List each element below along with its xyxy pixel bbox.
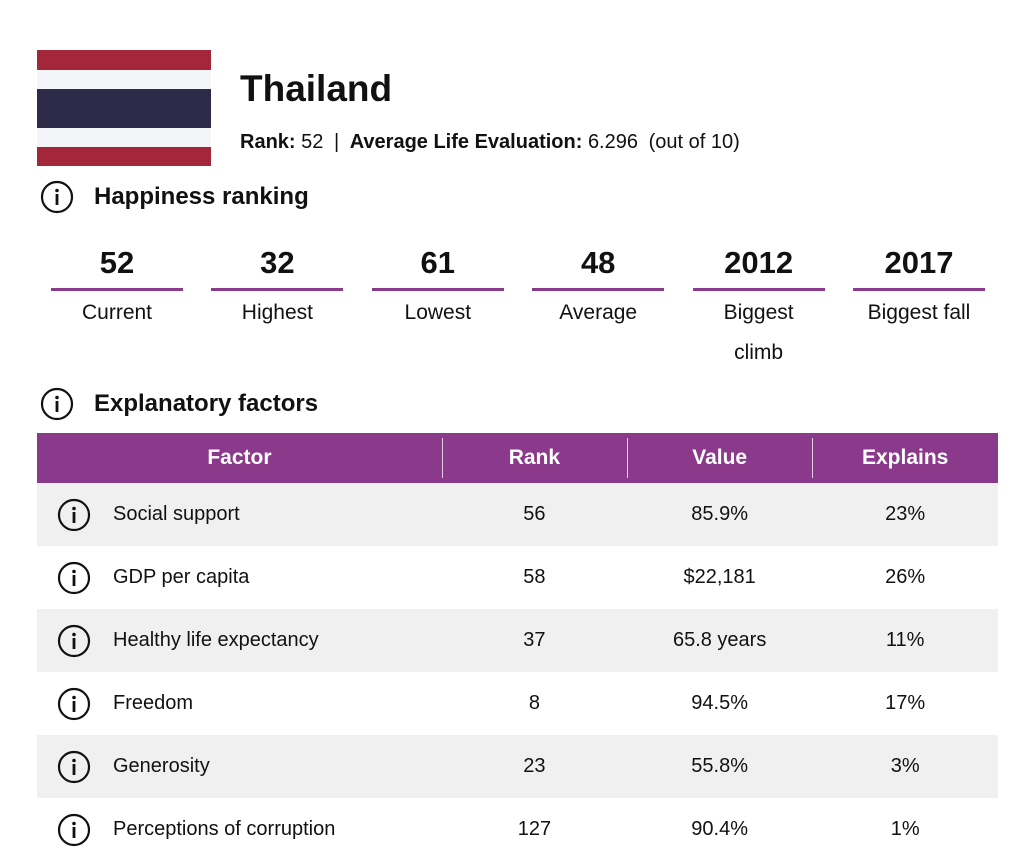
factor-name: Generosity bbox=[113, 755, 210, 777]
factors-table: Factor Rank Value Explains Social support 56… bbox=[37, 433, 998, 861]
info-icon[interactable] bbox=[57, 750, 91, 784]
explains-cell: 1% bbox=[890, 818, 920, 840]
ranking-item: 48 Average bbox=[532, 243, 665, 333]
ranking-item: 2012 Biggest climb bbox=[692, 243, 825, 373]
column-header: Explains bbox=[812, 433, 998, 483]
info-icon[interactable] bbox=[40, 180, 74, 214]
section-heading: Explanatory factors bbox=[40, 387, 318, 421]
rank-cell: 56 bbox=[441, 483, 627, 546]
table-row: Generosity 23 55.8% 3% bbox=[37, 735, 998, 798]
rank-cell: 23 bbox=[441, 735, 627, 798]
factor-cell: Social support bbox=[37, 483, 442, 546]
info-icon[interactable] bbox=[57, 813, 91, 847]
column-header: Factor bbox=[37, 433, 442, 483]
value-cell: 94.5% bbox=[691, 692, 749, 714]
explains-cell: 26% bbox=[885, 566, 926, 588]
table-row: Social support 56 85.9% 23% bbox=[37, 483, 998, 546]
value-cell: 55.8% bbox=[626, 735, 813, 798]
ranking-value: 48 bbox=[532, 243, 665, 291]
ranking-item: 61 Lowest bbox=[371, 243, 504, 333]
factor-cell: Generosity bbox=[37, 735, 442, 798]
rank-cell: 127 bbox=[517, 818, 552, 840]
ranking-value: 2012 bbox=[692, 243, 825, 291]
info-icon[interactable] bbox=[57, 624, 91, 658]
ranking-item: 2017 Biggest fall bbox=[853, 243, 985, 333]
column-header: Rank bbox=[441, 433, 627, 483]
column-header: Value bbox=[626, 433, 813, 483]
ranking-value: 52 bbox=[51, 243, 183, 291]
rank-cell: 37 bbox=[441, 609, 627, 672]
ranking-label: Biggest fall bbox=[867, 301, 971, 324]
evaluation-label: Average Life Evaluation: bbox=[349, 131, 583, 153]
factor-cell: Healthy life expectancy bbox=[37, 609, 442, 672]
factor-wrap: Social support bbox=[57, 498, 441, 532]
rank-label: Rank: bbox=[240, 131, 296, 153]
rank: 52 bbox=[301, 131, 324, 153]
ranking-label: Current bbox=[81, 301, 153, 324]
factor-name: GDP per capita bbox=[113, 566, 250, 588]
info-icon[interactable] bbox=[57, 687, 91, 721]
value-cell: 65.8 years bbox=[626, 609, 813, 672]
ranking-item: 32 Highest bbox=[211, 243, 344, 333]
table-row: Perceptions of corruption 127 90.4% 1% bbox=[37, 798, 998, 861]
heading-text: Explanatory factors bbox=[94, 390, 319, 417]
table-row: Freedom 8 94.5% 17% bbox=[37, 672, 998, 735]
factor-cell: Perceptions of corruption bbox=[37, 798, 442, 861]
table-row: GDP per capita 58 $22,181 26% bbox=[37, 546, 998, 609]
explains-cell: 23% bbox=[812, 483, 998, 546]
ranking-value: 2017 bbox=[853, 243, 985, 291]
factor-wrap: Healthy life expectancy bbox=[57, 624, 441, 658]
value-cell: 90.4% bbox=[691, 818, 749, 840]
rank-line: Rank: 52 | Average Life Evaluation: 6.29… bbox=[240, 131, 745, 154]
ranking-value: 32 bbox=[211, 243, 344, 291]
section-heading: Happiness ranking bbox=[40, 180, 309, 214]
value-cell: 85.9% bbox=[626, 483, 813, 546]
factor-name: Social support bbox=[113, 503, 240, 525]
factor-name: Perceptions of corruption bbox=[113, 818, 336, 840]
info-icon[interactable] bbox=[40, 387, 74, 421]
factor-name: Freedom bbox=[113, 692, 194, 714]
separator: | bbox=[333, 131, 340, 153]
factor-cell: Freedom bbox=[37, 672, 442, 735]
explains-cell: 3% bbox=[812, 735, 998, 798]
ranking-label: Highest bbox=[241, 301, 313, 324]
table-row: Healthy life expectancy 37 65.8 years 11% bbox=[37, 609, 998, 672]
rank-cell: 58 bbox=[523, 566, 546, 588]
ranking-value: 61 bbox=[371, 243, 504, 291]
ranking-label: Biggest climb bbox=[723, 301, 794, 364]
ranking-label: Lowest bbox=[404, 301, 472, 324]
info-icon[interactable] bbox=[57, 498, 91, 532]
ranking-item: 52 Current bbox=[51, 243, 183, 333]
country-title: Thailand bbox=[240, 68, 393, 109]
factor-wrap: Freedom bbox=[57, 687, 441, 721]
rank-cell: 8 bbox=[528, 692, 540, 714]
explains-cell: 17% bbox=[885, 692, 926, 714]
evaluation-note: (out of 10) bbox=[648, 131, 740, 153]
heading-text: Happiness ranking bbox=[94, 183, 309, 210]
value-cell: $22,181 bbox=[683, 566, 756, 588]
factor-wrap: Generosity bbox=[57, 750, 441, 784]
factor-wrap: Perceptions of corruption bbox=[57, 813, 441, 847]
flag bbox=[37, 50, 211, 166]
factor-name: Healthy life expectancy bbox=[113, 629, 319, 651]
info-icon[interactable] bbox=[57, 561, 91, 595]
factor-cell: GDP per capita bbox=[37, 546, 442, 609]
evaluation: 6.296 bbox=[587, 131, 638, 153]
factor-wrap: GDP per capita bbox=[57, 561, 441, 595]
ranking-label: Average bbox=[559, 301, 638, 324]
explains-cell: 11% bbox=[812, 609, 998, 672]
table-header: Factor Rank Value Explains bbox=[37, 433, 998, 483]
